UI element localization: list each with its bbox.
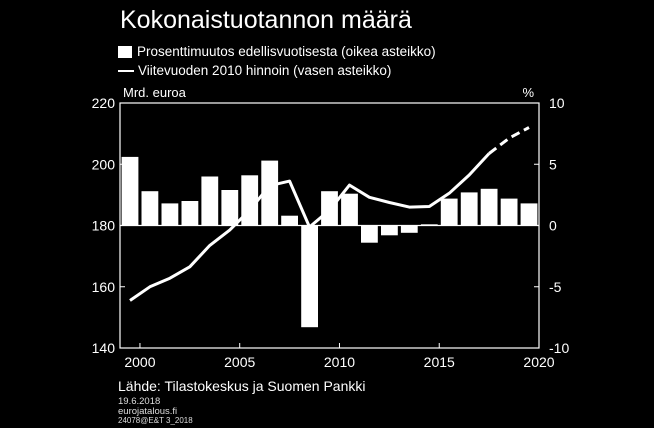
bars-layer — [121, 156, 538, 328]
left-tick-label: 220 — [92, 95, 116, 111]
bar-2006 — [261, 160, 279, 226]
right-tick-label: -10 — [549, 340, 569, 356]
bar-2003 — [201, 176, 219, 226]
line-layer — [129, 126, 530, 302]
publish-date: 19.6.2018 — [118, 396, 161, 407]
x-tick-label: 2015 — [424, 354, 455, 370]
right-tick-label: 10 — [549, 95, 565, 111]
bar-2011 — [361, 225, 378, 243]
bar-2000 — [141, 191, 159, 226]
left-tick-label: 160 — [92, 279, 116, 295]
legend-bars-label: Prosenttimuutos edellisvuotisesta (oikea… — [137, 44, 436, 59]
x-tick-label: 2005 — [224, 354, 255, 370]
legend-bar-swatch — [118, 45, 132, 58]
bar-2018 — [500, 198, 518, 226]
bar-2017 — [480, 188, 498, 226]
left-tick-label: 180 — [92, 218, 116, 234]
bar-2007 — [281, 215, 298, 226]
x-tick-label: 2010 — [324, 354, 355, 370]
left-tick-label: 140 — [92, 340, 116, 356]
legend-item-bars: Prosenttimuutos edellisvuotisesta (oikea… — [118, 42, 436, 61]
bar-2001 — [161, 203, 179, 226]
bar-2016 — [460, 192, 478, 226]
bar-2013 — [400, 225, 418, 233]
line-series-forecast — [488, 126, 530, 155]
legend: Prosenttimuutos edellisvuotisesta (oikea… — [118, 42, 436, 80]
left-axis-label: Mrd. euroa — [123, 85, 187, 100]
bar-2002 — [181, 201, 199, 226]
right-axis-label: % — [522, 85, 534, 100]
chart-code: 24078@E&T 3_2018 — [118, 416, 193, 425]
site-url: eurojatalous.fi — [118, 406, 178, 417]
legend-line-label: Viitevuoden 2010 hinnoin (vasen asteikko… — [138, 63, 392, 78]
right-tick-label: -5 — [549, 279, 562, 295]
bar-2008 — [301, 225, 318, 328]
bar-2015 — [440, 198, 458, 226]
x-tick-label: 2020 — [523, 354, 554, 370]
chart-title: Kokonaistuotannon määrä — [120, 6, 412, 34]
bar-2019 — [520, 203, 538, 226]
bar-2010 — [341, 193, 358, 226]
legend-line-swatch — [118, 69, 134, 72]
legend-item-line: Viitevuoden 2010 hinnoin (vasen asteikko… — [118, 61, 436, 80]
source-note: Lähde: Tilastokeskus ja Suomen Pankki — [118, 378, 366, 394]
right-tick-label: 0 — [549, 218, 557, 234]
line-series-actual — [129, 152, 491, 302]
right-tick-label: 5 — [549, 156, 557, 172]
left-tick-label: 200 — [92, 156, 116, 172]
bar-2012 — [381, 225, 398, 236]
x-tick-label: 2000 — [124, 354, 155, 370]
axes-layer: 140 160 180 200 220 -10 -5 0 5 10 2000 2005 2010 2015… — [92, 95, 570, 370]
bar-1999 — [121, 156, 139, 226]
bar-2004 — [221, 190, 239, 226]
